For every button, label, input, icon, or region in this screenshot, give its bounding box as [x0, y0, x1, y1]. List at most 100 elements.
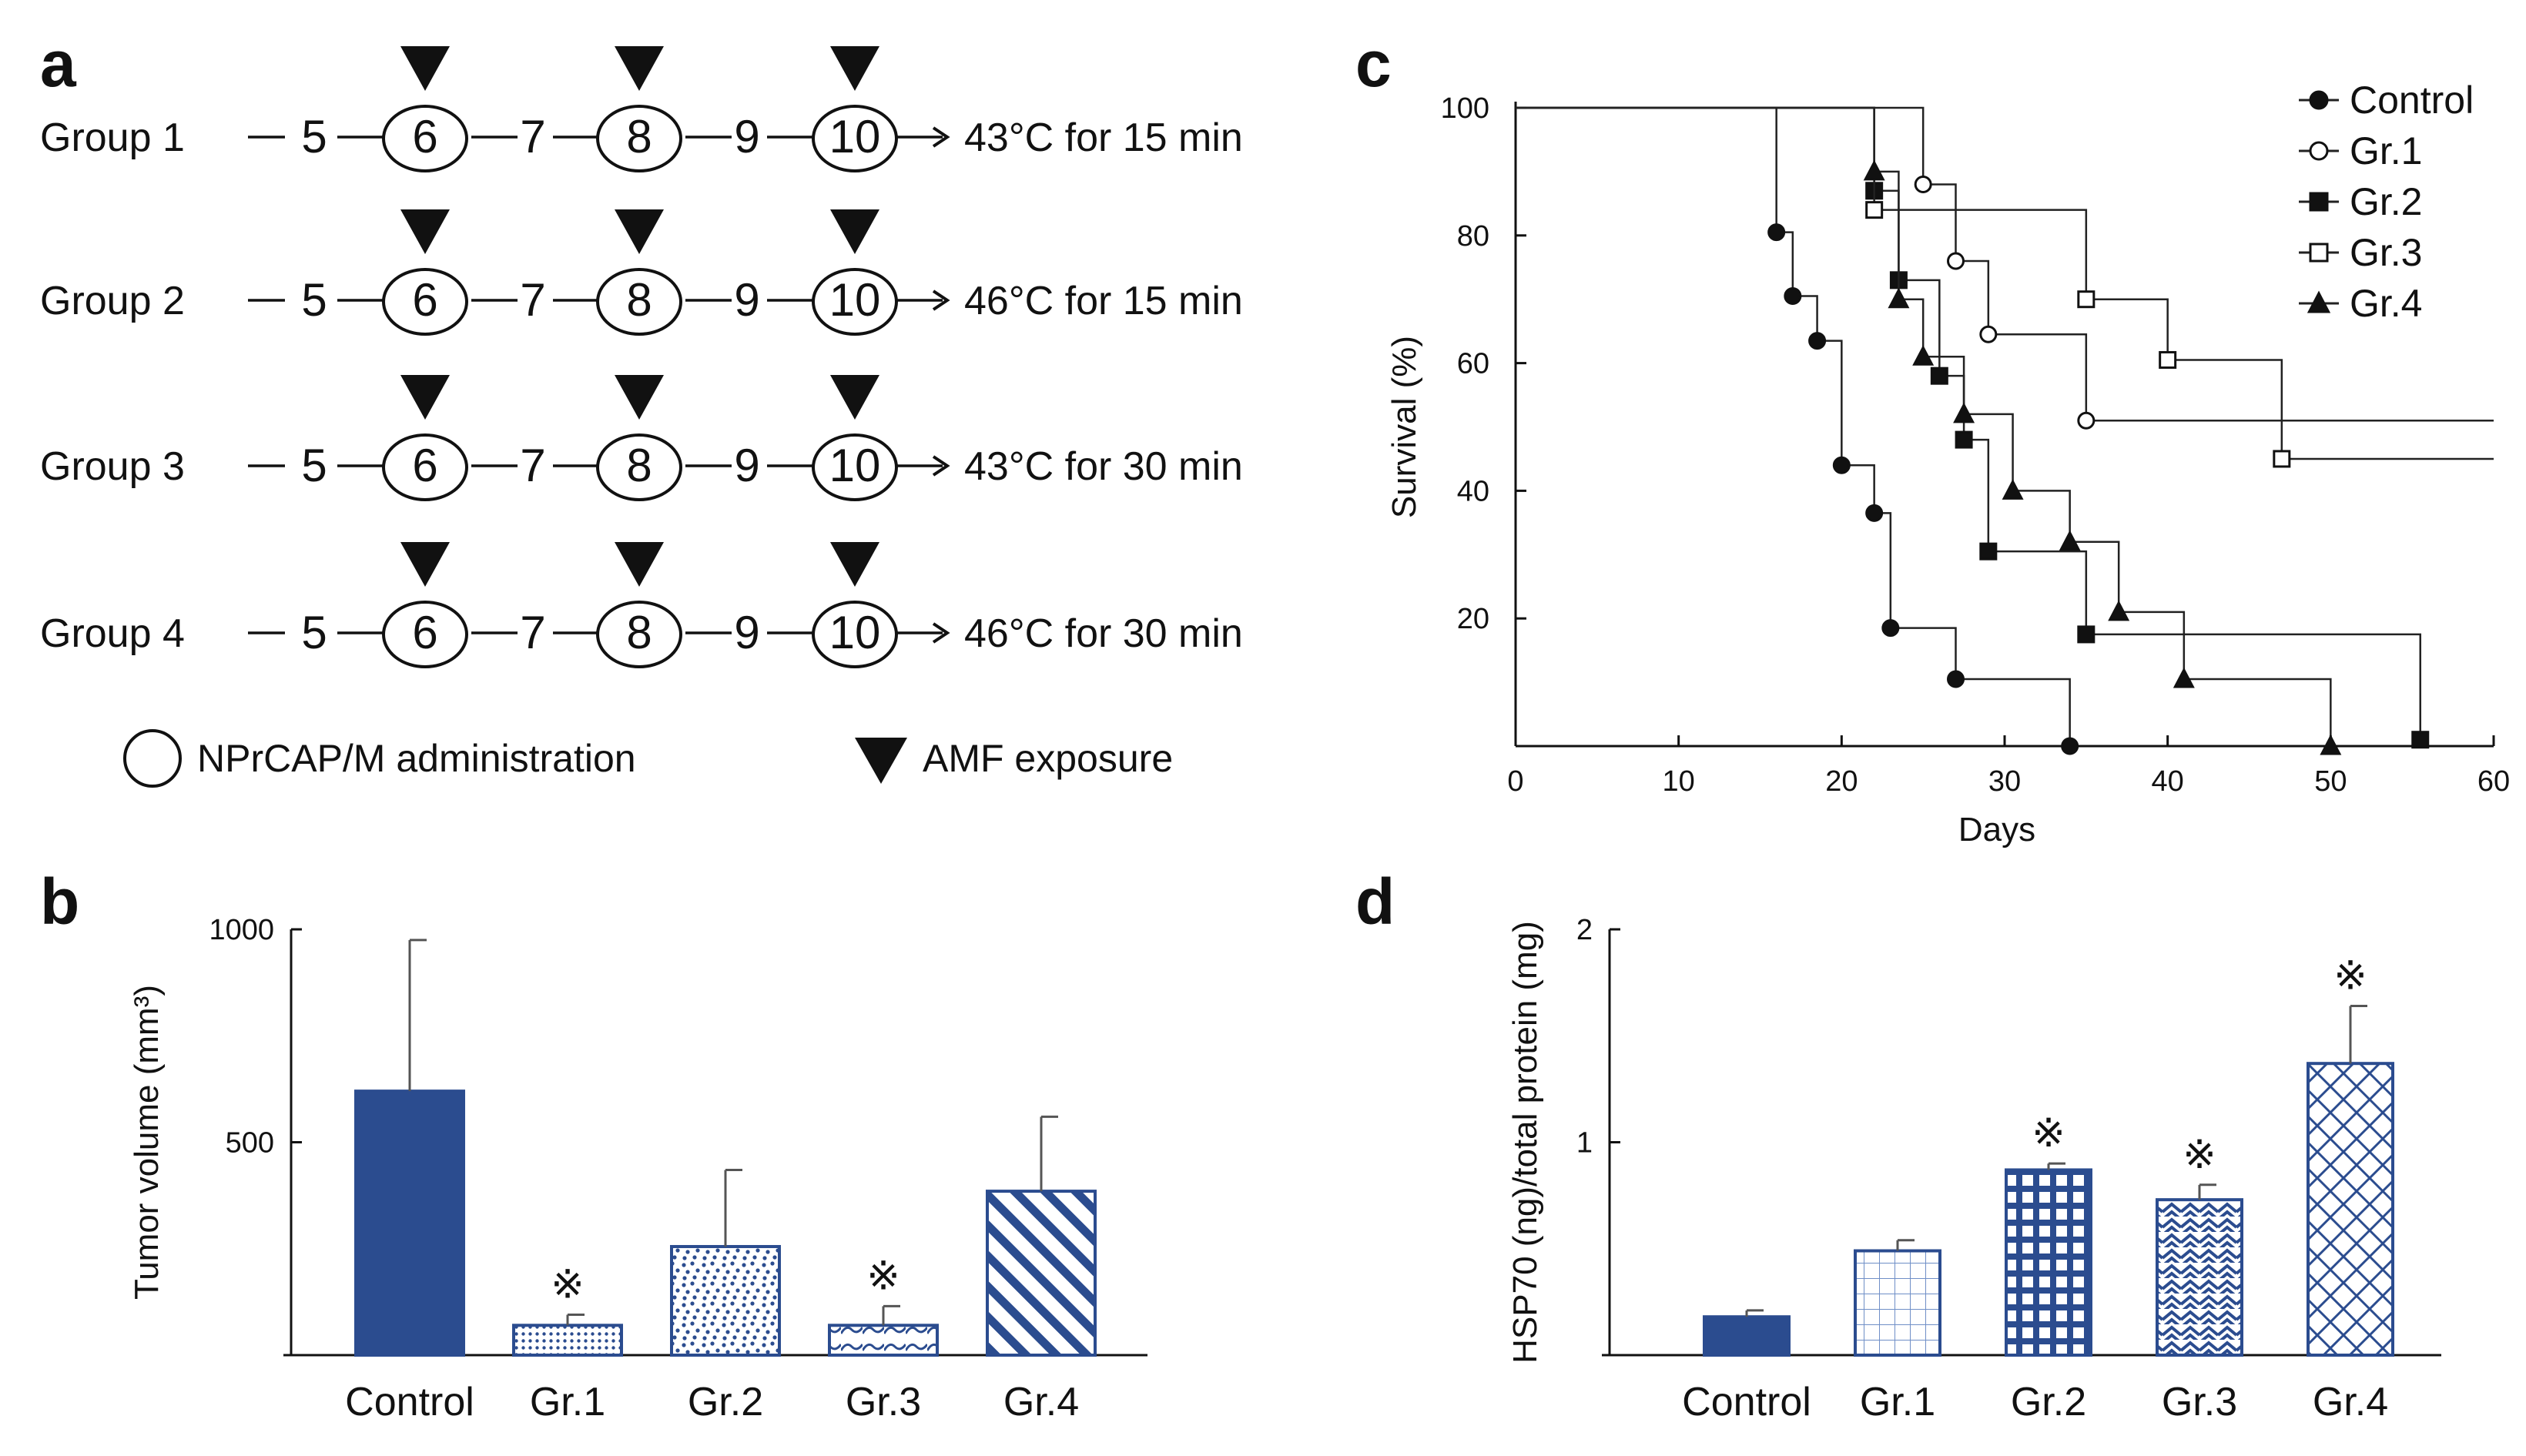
data-point [1865, 504, 1884, 522]
day-number: 6 [412, 607, 437, 658]
timeline-arrow-head [932, 455, 950, 477]
day-number: 10 [829, 274, 881, 326]
y-tick-label: 40 [1457, 475, 1489, 507]
significance-mark: ※ [2183, 1133, 2216, 1177]
bar [354, 1089, 465, 1357]
data-point [1912, 345, 1935, 366]
series-control [1516, 106, 2079, 755]
legend-marker [2309, 141, 2329, 161]
administration-circle [596, 268, 682, 336]
amf-exposure-triangle [400, 209, 450, 254]
significance-mark: ※ [2333, 954, 2367, 999]
x-axis-title: Days [1958, 811, 2035, 848]
bar [1854, 1249, 1941, 1357]
data-point [1865, 201, 1884, 219]
day-number: 10 [829, 440, 881, 491]
bar [670, 1244, 781, 1357]
legend-circle-label: NPrCAP/M administration [197, 737, 636, 780]
bar [986, 1190, 1097, 1357]
category-label: Control [345, 1380, 474, 1424]
data-point [1979, 542, 1998, 561]
administration-circle [382, 433, 468, 501]
administration-circle [596, 105, 682, 172]
day-number: 6 [412, 440, 437, 491]
day-number: 9 [734, 111, 759, 162]
data-point [1955, 430, 1973, 449]
amf-exposure-triangle [615, 46, 664, 91]
y-tick-label: 2 [1576, 914, 1593, 946]
legend-circle-icon [123, 729, 182, 788]
panel-c-letter: c [1355, 28, 1392, 100]
y-axis-title: Survival (%) [1385, 336, 1423, 518]
x-tick-label: 0 [1507, 765, 1523, 798]
data-point [2059, 530, 2081, 551]
data-point [1808, 332, 1827, 350]
y-tick-label: 1 [1576, 1127, 1593, 1160]
data-point [1863, 159, 1885, 181]
legend-triangle-label: AMF exposure [923, 737, 1173, 780]
survival-chart: 100 80 60 40 20 0 10 20 30 40 50 60 Days Survival (%)… [1385, 79, 2510, 848]
administration-circle [812, 105, 898, 172]
significance-mark: ※ [866, 1253, 900, 1298]
day-number: 7 [520, 111, 545, 162]
legend-triangle-icon [855, 738, 907, 784]
timeline-arrow-head [932, 622, 950, 644]
survival-legend: Control Gr.1 Gr.2 Gr.3 Gr.4 [2299, 79, 2474, 325]
condition-label: 46°C for 30 min [964, 611, 1243, 656]
bar [1703, 1315, 1791, 1357]
day-number: 6 [412, 111, 437, 162]
legend-label: Gr.3 [2350, 231, 2422, 274]
legend-label: Gr.1 [2350, 129, 2422, 172]
treatment-schedule: Group 1 5 6 7 8 9 10 43°C for 15 min Group 2 5 6 7 8… [40, 46, 1243, 788]
survival-step-line [1516, 106, 2421, 740]
y-tick-label: 60 [1457, 348, 1489, 380]
administration-circle [382, 601, 468, 668]
series-gr1 [1516, 106, 2494, 430]
data-point [1784, 287, 1802, 306]
amf-exposure-triangle [830, 375, 879, 420]
amf-exposure-triangle [615, 542, 664, 587]
legend-label: Gr.4 [2350, 282, 2422, 325]
y-tick-label: 100 [1441, 92, 1489, 125]
bar [512, 1324, 623, 1357]
day-number: 6 [412, 274, 437, 326]
group-label: Group 2 [40, 279, 185, 323]
series-gr3 [1516, 106, 2494, 468]
survival-step-line [1516, 106, 2494, 422]
day-number: 5 [301, 111, 327, 162]
legend-label: Gr.2 [2350, 180, 2422, 223]
data-point [1767, 223, 1786, 242]
category-label: Gr.3 [846, 1380, 921, 1424]
day-number: 10 [829, 111, 881, 162]
y-tick-label: 20 [1457, 603, 1489, 635]
y-axis-title: Tumor volume (mm³) [128, 985, 166, 1300]
x-tick-label: 50 [2314, 765, 2347, 798]
condition-label: 43°C for 15 min [964, 115, 1243, 160]
day-number: 10 [829, 607, 881, 658]
group-row: Group 2 5 6 7 8 9 10 46°C for 15 min [40, 209, 1243, 336]
administration-circle [596, 433, 682, 501]
bar [2307, 1062, 2394, 1357]
data-point [2320, 734, 2342, 755]
category-label: Gr.2 [2011, 1380, 2086, 1424]
panel-a-letter: a [40, 28, 77, 100]
administration-circle [382, 105, 468, 172]
y-axis-title: HSP70 (ng)/total protein (mg) [1506, 921, 1544, 1364]
legend-marker [2309, 243, 2329, 263]
category-label: Control [1682, 1380, 1811, 1424]
day-number: 8 [626, 274, 652, 326]
panel-b-letter: b [40, 865, 79, 938]
data-point [2273, 450, 2291, 468]
group-row: Group 1 5 6 7 8 9 10 43°C for 15 min [40, 46, 1243, 172]
day-number: 9 [734, 607, 759, 658]
day-number: 5 [301, 274, 327, 326]
y-tick-label: 500 [226, 1127, 274, 1160]
timeline-arrow-head [932, 290, 950, 311]
survival-step-line [1516, 106, 2332, 746]
bar [2005, 1168, 2092, 1357]
day-number: 8 [626, 111, 652, 162]
amf-exposure-triangle [615, 375, 664, 420]
data-point [1953, 402, 1975, 423]
legend-marker [2309, 192, 2329, 212]
